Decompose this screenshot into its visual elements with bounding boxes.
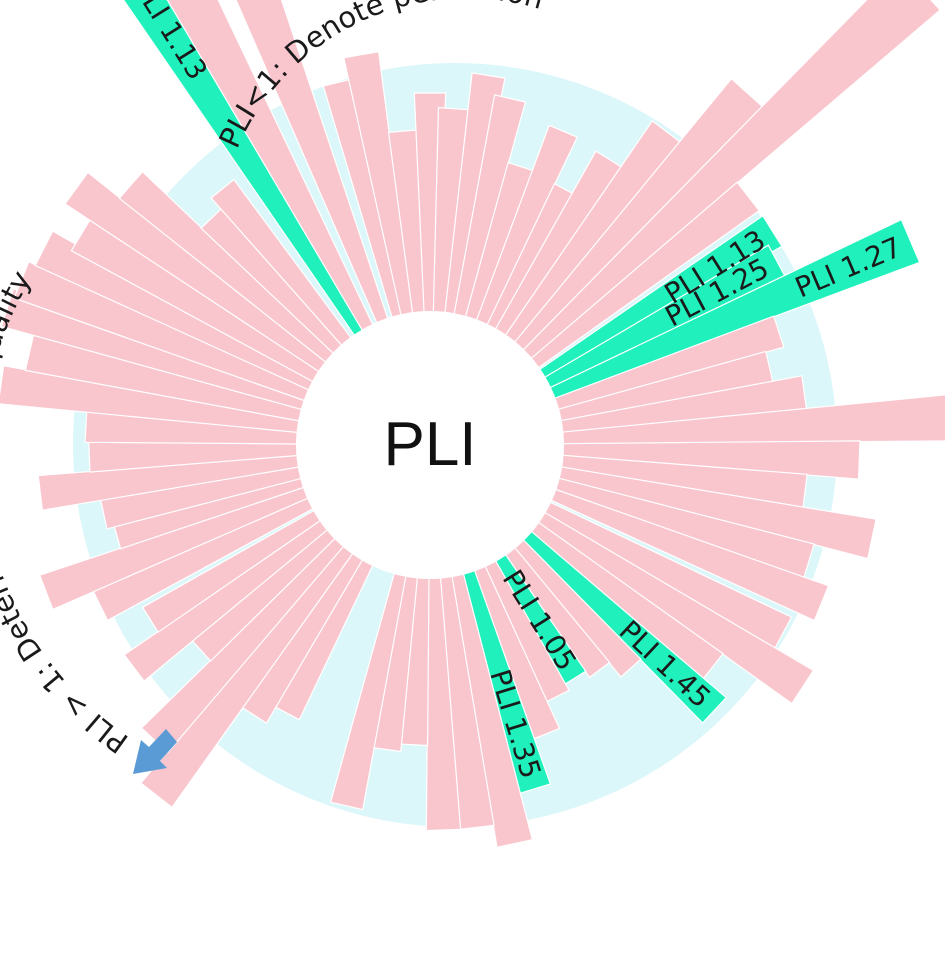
center-label: PLI (383, 410, 476, 479)
direction-arrow-icon (133, 729, 177, 774)
bars-group (0, 0, 945, 849)
highlighted-bar-label: PLI 1.27 (790, 230, 906, 304)
center-circle (296, 311, 564, 579)
